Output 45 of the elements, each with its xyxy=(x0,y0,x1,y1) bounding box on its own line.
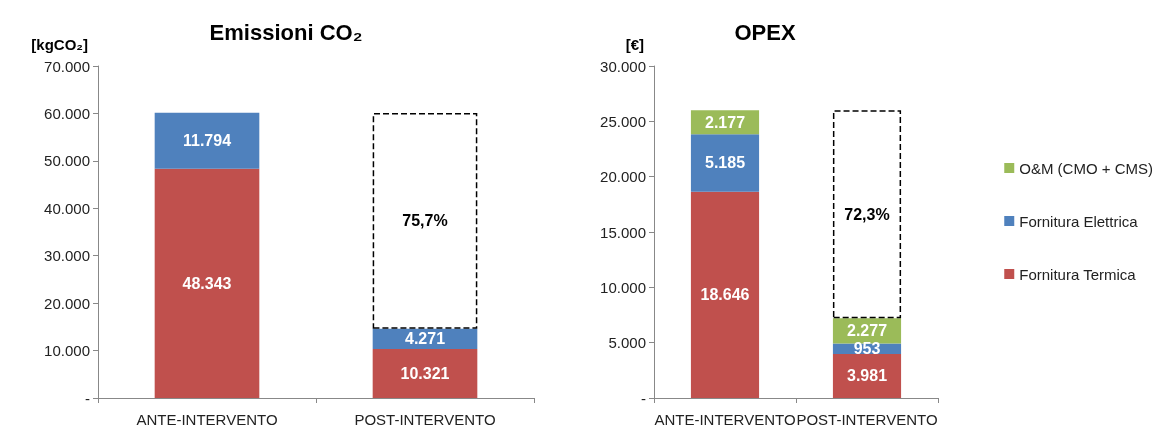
bar xyxy=(154,168,260,398)
data-label: 5.185 xyxy=(704,154,746,172)
y-tick-label: 20.000 xyxy=(44,294,90,312)
y-tick-label: 15.000 xyxy=(600,223,646,241)
y-tick-label: 5.000 xyxy=(608,334,646,352)
data-label: 10.321 xyxy=(400,365,450,383)
x-tick-label: POST-INTERVENTO xyxy=(354,411,496,428)
legend-label: Fornitura Termica xyxy=(1019,265,1137,283)
y-tick-label: 20.000 xyxy=(600,168,646,186)
y-tick-label: 10.000 xyxy=(44,342,90,360)
y-axis-title: [kgCO₂] xyxy=(31,36,88,53)
y-tick-label: - xyxy=(641,389,646,407)
x-tick-label: POST-INTERVENTO xyxy=(796,411,938,428)
y-tick-label: 60.000 xyxy=(44,104,90,122)
data-label: 2.177 xyxy=(704,113,746,131)
y-tick-label: 25.000 xyxy=(600,112,646,130)
x-tick-label: ANTE-INTERVENTO xyxy=(654,411,796,428)
y-tick-label: 50.000 xyxy=(44,152,90,170)
bar xyxy=(154,112,260,169)
chart-title: OPEX xyxy=(734,19,796,45)
data-label: 4.271 xyxy=(404,330,446,348)
y-tick-label: 30.000 xyxy=(44,247,90,265)
y-tick-label: 40.000 xyxy=(44,199,90,217)
y-tick-label: 10.000 xyxy=(600,278,646,296)
data-label: 953 xyxy=(853,340,881,358)
data-label: 2.277 xyxy=(846,322,888,340)
y-tick-label: 70.000 xyxy=(44,57,90,75)
y-tick-label: 30.000 xyxy=(600,57,646,75)
bar xyxy=(832,110,902,319)
data-label: 18.646 xyxy=(700,286,750,304)
data-label: 48.343 xyxy=(182,274,232,292)
bar xyxy=(372,349,478,398)
x-tick-label: ANTE-INTERVENTO xyxy=(136,411,278,428)
data-label: 3.981 xyxy=(846,367,888,385)
bar xyxy=(690,191,760,398)
annotation: 72,3% xyxy=(844,205,890,223)
y-axis-title: [€] xyxy=(625,36,644,53)
annotation: 75,7% xyxy=(402,212,448,230)
bar xyxy=(690,134,760,192)
chart-title: Emissioni CO₂ xyxy=(209,19,363,45)
legend-label: Fornitura Elettrica xyxy=(1019,212,1139,230)
data-label: 11.794 xyxy=(182,132,232,150)
legend-label: O&M (CMO + CMS) xyxy=(1019,159,1153,177)
bar xyxy=(372,112,478,329)
y-tick-label: - xyxy=(85,389,90,407)
